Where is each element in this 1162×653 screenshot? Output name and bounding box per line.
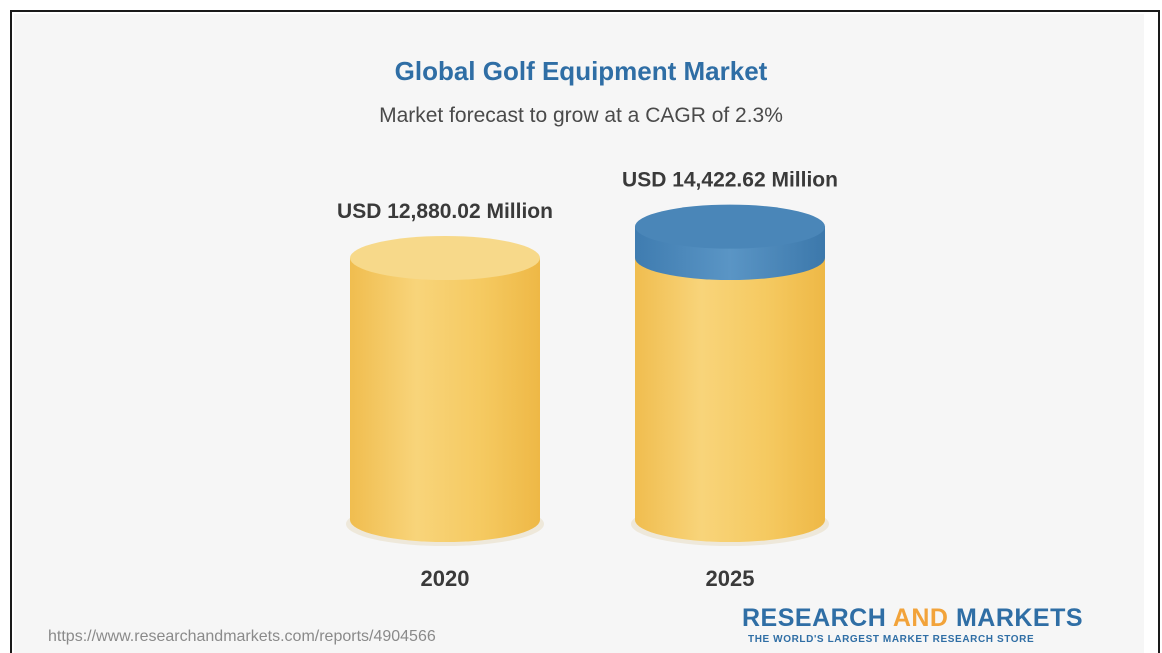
chart-title: Global Golf Equipment Market	[394, 56, 768, 86]
category-label-2020: 2020	[421, 566, 470, 591]
category-label-2025: 2025	[706, 566, 755, 591]
bar-body-2025	[635, 258, 825, 542]
brand-name-part1: RESEARCH	[742, 604, 893, 632]
chart-panel	[14, 14, 1144, 653]
bar-top-2020	[350, 236, 540, 280]
brand-name-accent: AND	[892, 604, 949, 632]
brand-tagline: THE WORLD'S LARGEST MARKET RESEARCH STOR…	[748, 634, 1035, 645]
brand-name-part3: MARKETS	[948, 604, 1084, 632]
bar-body-2020	[350, 258, 540, 542]
chart-subtitle: Market forecast to grow at a CAGR of 2.3…	[379, 104, 783, 127]
source-url: https://www.researchandmarkets.com/repor…	[48, 628, 436, 645]
data-label-2020: USD 12,880.02 Million	[337, 200, 553, 223]
data-label-2025: USD 14,422.62 Million	[622, 169, 838, 192]
brand-name: RESEARCH AND MARKETS	[742, 604, 1122, 632]
brand-logo: RESEARCH AND MARKETS THE WORLD'S LARGEST…	[742, 604, 1122, 645]
bar-top-2025	[635, 204, 825, 249]
